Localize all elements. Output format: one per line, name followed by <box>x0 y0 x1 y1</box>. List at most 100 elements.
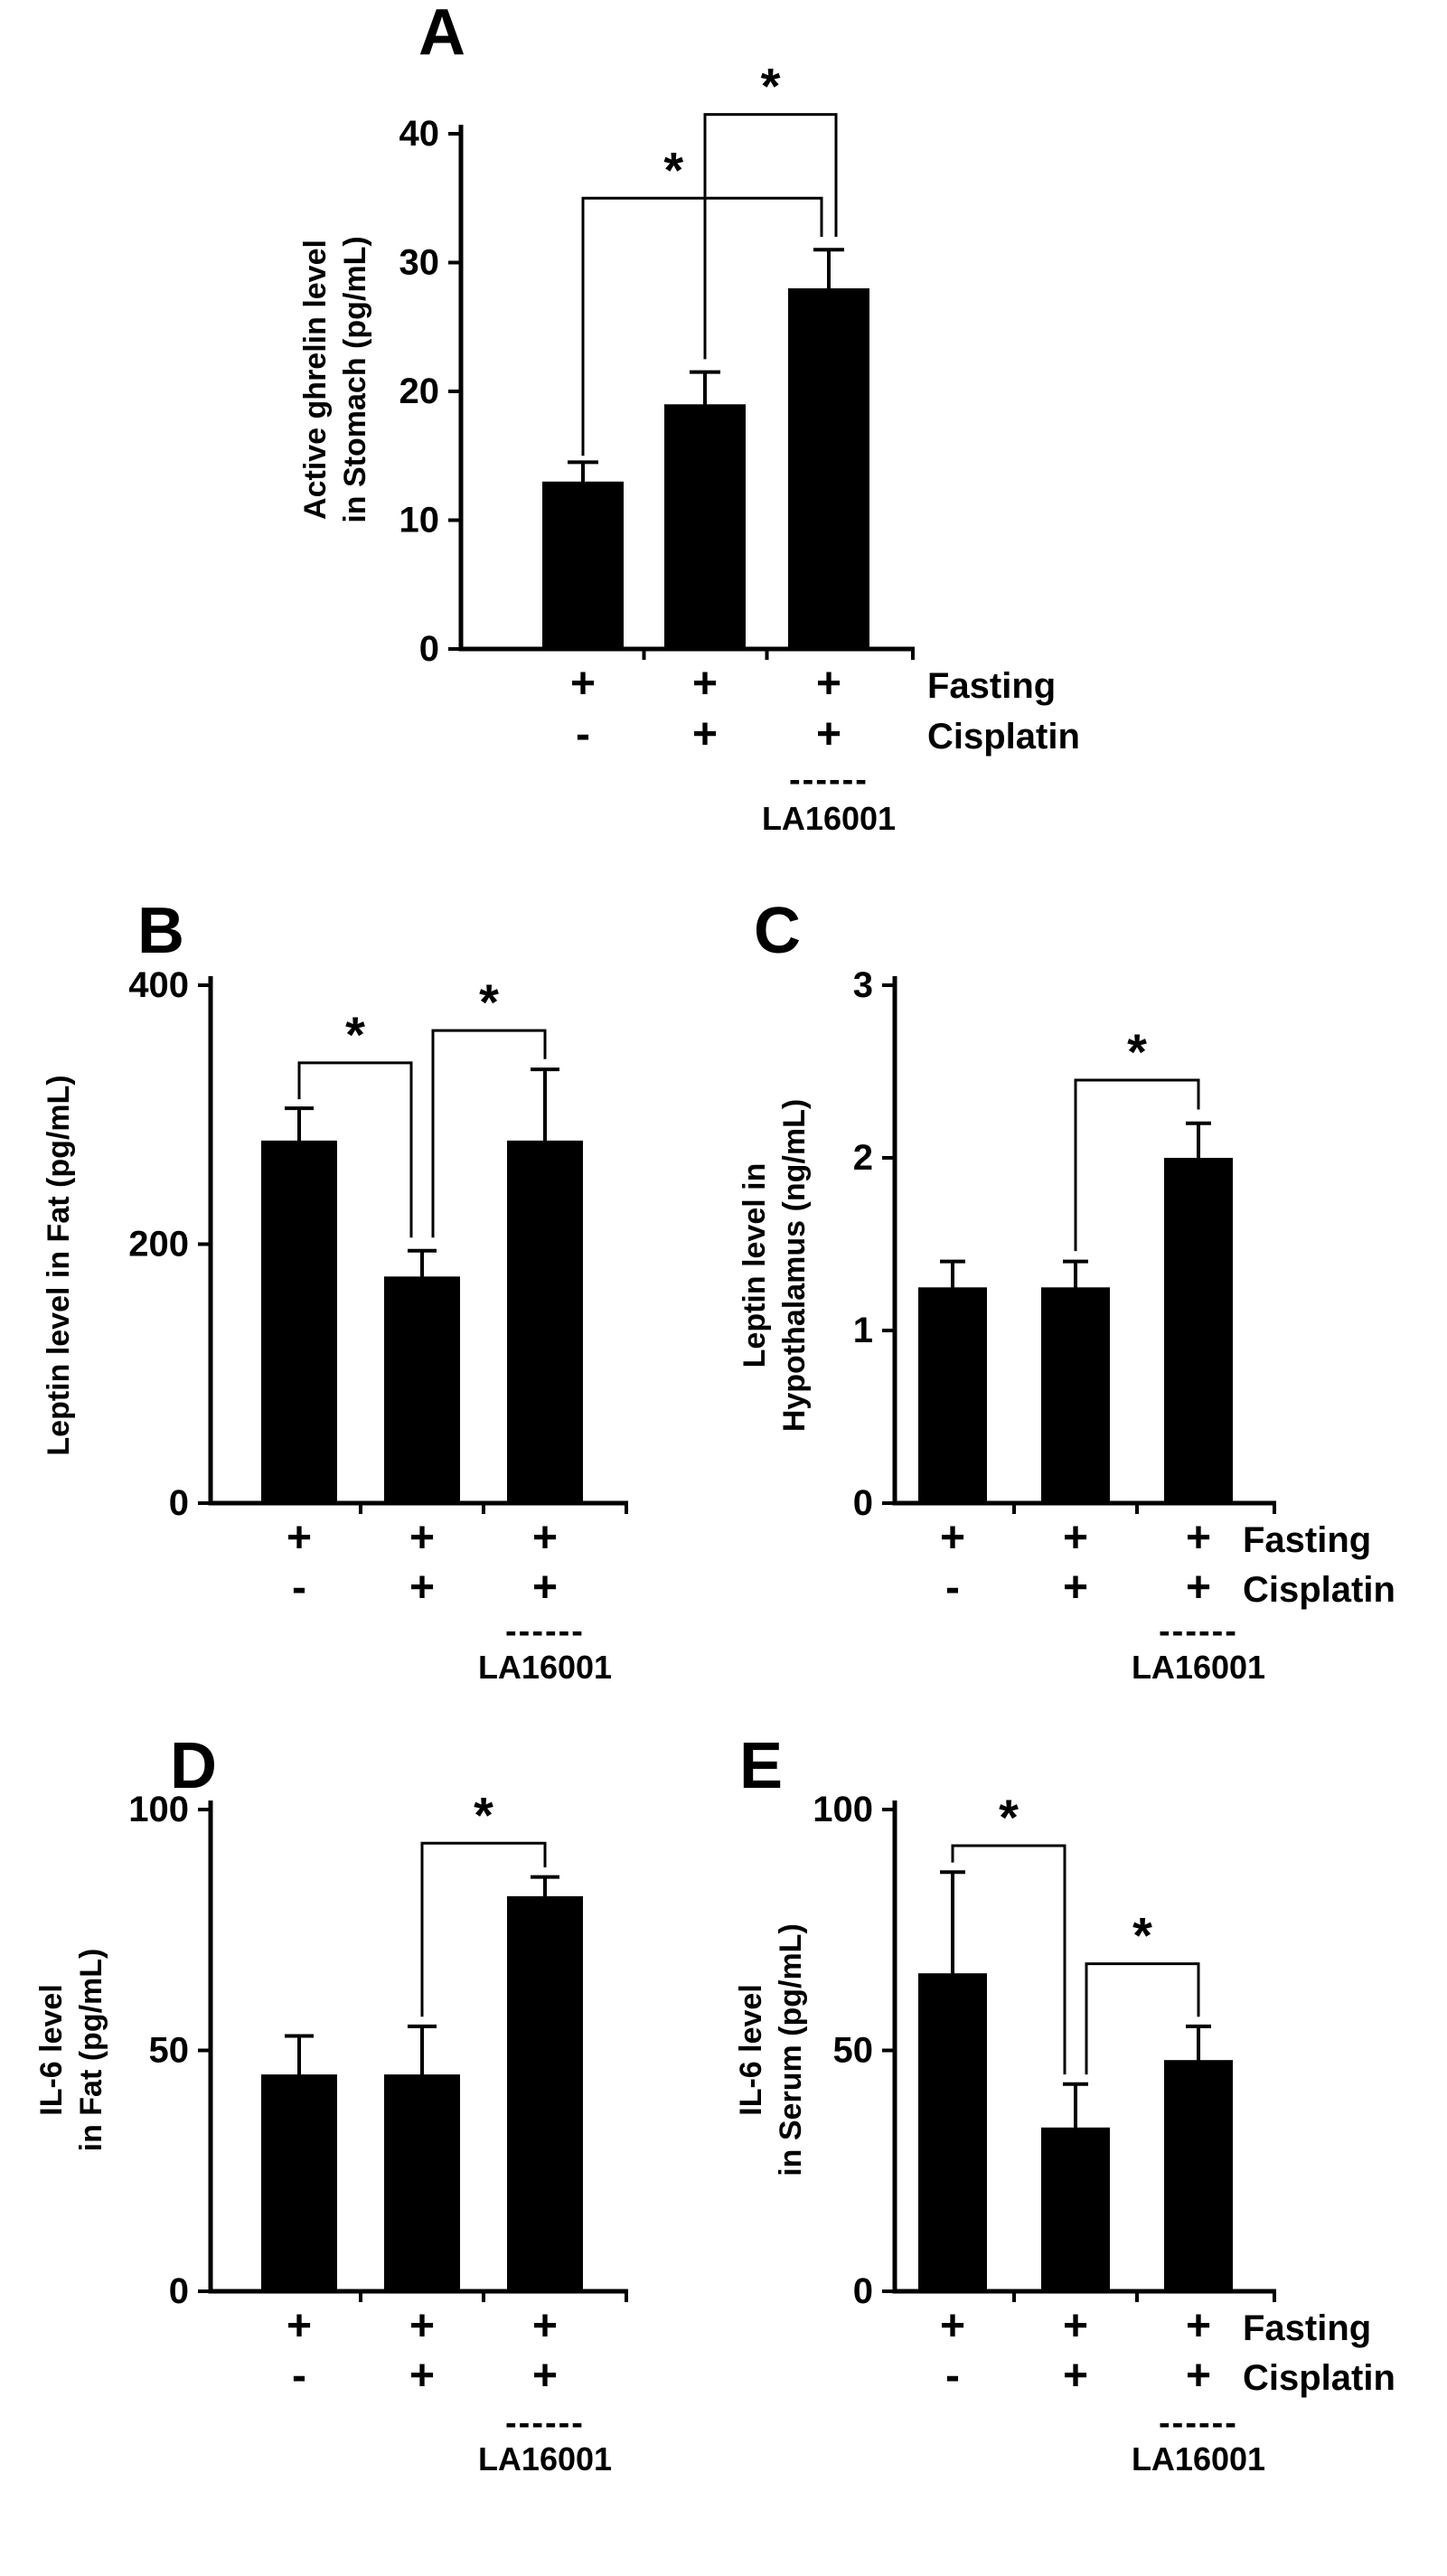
la16001-label: LA16001 <box>478 2440 612 2477</box>
bar <box>1041 2127 1110 2291</box>
y-tick-label: 100 <box>813 1790 873 1829</box>
y-tick-label: 10 <box>399 501 440 541</box>
treatment-row-label: Fasting <box>1243 2308 1371 2348</box>
significance-asterisk: * <box>1127 1023 1147 1080</box>
significance-asterisk: * <box>1132 1907 1152 1964</box>
bar <box>261 1140 337 1503</box>
la16001-dashes: ------ <box>789 761 869 799</box>
significance-bracket <box>1074 1078 1200 1252</box>
y-tick-label: 0 <box>169 2271 189 2311</box>
la16001-label: LA16001 <box>762 800 896 837</box>
panel-letter: D <box>170 1730 217 1802</box>
y-tick-label: 40 <box>399 114 440 154</box>
treatment-sign: + <box>287 1514 312 1562</box>
bar <box>542 481 624 649</box>
significance-bracket <box>431 1029 547 1238</box>
y-axis-label: Hypothalamus (ng/mL) <box>777 1099 812 1432</box>
y-tick-label: 200 <box>128 1225 189 1264</box>
y-tick-label: 100 <box>128 1790 189 1829</box>
panel-letter: C <box>754 895 801 967</box>
la16001-dashes: ------ <box>1159 1612 1238 1650</box>
bar <box>918 1287 987 1503</box>
treatment-sign: + <box>532 1564 558 1612</box>
treatment-sign: + <box>816 710 841 758</box>
y-axis-label: in Stomach (pg/mL) <box>338 236 372 522</box>
treatment-row-label: Cisplatin <box>1243 1570 1395 1610</box>
significance-asterisk: * <box>761 58 781 115</box>
bar <box>507 1140 583 1503</box>
y-tick-label: 0 <box>853 2271 873 2311</box>
treatment-sign: + <box>409 2302 435 2350</box>
significance-asterisk: * <box>474 1786 493 1843</box>
y-tick-label: 0 <box>853 1483 873 1523</box>
significance-bracket <box>703 113 838 360</box>
treatment-sign: + <box>1063 2302 1088 2350</box>
la16001-dashes: ------ <box>505 1612 585 1650</box>
significance-asterisk: * <box>999 1789 1019 1846</box>
bar <box>1164 1158 1233 1503</box>
y-axis-label: IL-6 level <box>36 1984 69 2116</box>
bar <box>507 1895 583 2291</box>
y-tick-label: 400 <box>128 965 189 1005</box>
bar <box>384 1276 460 1503</box>
treatment-sign: + <box>692 660 718 708</box>
treatment-sign: + <box>1063 1564 1088 1612</box>
treatment-sign: - <box>576 710 590 758</box>
y-tick-label: 20 <box>399 371 440 411</box>
bar <box>261 2074 337 2291</box>
y-axis-label: in Serum (pg/mL) <box>774 1923 808 2176</box>
significance-bracket <box>420 1841 547 2017</box>
panel-letter: E <box>739 1730 783 1802</box>
treatment-sign: + <box>532 2352 558 2400</box>
y-axis-label: Leptin level in Fat (pg/mL) <box>42 1075 76 1455</box>
panel-c: C Leptin level in Hypothalamus (ng/mL) * 0 1 2… <box>714 886 1447 1717</box>
treatment-row-label: Cisplatin <box>1243 2358 1395 2398</box>
la16001-label: LA16001 <box>478 1649 612 1686</box>
panel-letter: A <box>418 0 465 69</box>
treatment-sign: + <box>1186 2302 1211 2350</box>
panel-letter: B <box>137 895 184 967</box>
panel-a: A Active ghrelin level in Stomach (pg/mL) *… <box>271 0 1184 872</box>
treatment-sign: + <box>532 2302 558 2350</box>
significance-bracket <box>1085 1962 1200 2075</box>
panel-d: D IL-6 level in Fat (pg/mL) * 0 50 100 + + + - + + --… <box>36 1717 714 2576</box>
treatment-sign: + <box>816 660 841 708</box>
treatment-sign: - <box>945 2352 960 2400</box>
la16001-label: LA16001 <box>1132 1649 1265 1686</box>
bar <box>384 2074 460 2291</box>
treatment-sign: - <box>945 1564 960 1612</box>
y-tick-label: 2 <box>853 1138 873 1178</box>
y-axis-label: in Fat (pg/mL) <box>74 1949 108 2152</box>
y-tick-label: 50 <box>833 2031 874 2071</box>
y-axis-label: Active ghrelin level <box>298 240 333 520</box>
y-tick-label: 0 <box>169 1483 189 1523</box>
treatment-sign: + <box>409 2352 435 2400</box>
treatment-sign: + <box>409 1564 435 1612</box>
treatment-sign: + <box>287 2302 312 2350</box>
la16001-label: LA16001 <box>1132 2440 1265 2477</box>
panel-C-chart: C Leptin level in Hypothalamus (ng/mL) * 0 1 2… <box>738 895 1395 1686</box>
bar <box>1041 1287 1110 1503</box>
treatment-sign: + <box>1186 2352 1211 2400</box>
y-tick-label: 30 <box>399 243 440 283</box>
treatment-sign: + <box>1186 1564 1211 1612</box>
treatment-row-label: Fasting <box>1243 1520 1371 1560</box>
y-tick-label: 0 <box>419 629 439 669</box>
treatment-sign: + <box>409 1514 435 1562</box>
y-axis-label: Leptin level in <box>738 1163 772 1368</box>
panel-A-chart: A Active ghrelin level in Stomach (pg/mL) *… <box>298 0 1080 837</box>
treatment-row-label: Cisplatin <box>927 717 1080 757</box>
significance-bracket <box>581 196 823 456</box>
treatment-sign: + <box>570 660 596 708</box>
treatment-sign: + <box>940 1514 965 1562</box>
la16001-dashes: ------ <box>505 2404 585 2442</box>
treatment-sign: + <box>532 1514 558 1562</box>
bar <box>664 404 746 649</box>
y-axis-label: IL-6 level <box>734 1984 768 2116</box>
significance-asterisk: * <box>479 973 499 1030</box>
significance-asterisk: * <box>663 141 683 198</box>
la16001-dashes: ------ <box>1159 2404 1238 2442</box>
